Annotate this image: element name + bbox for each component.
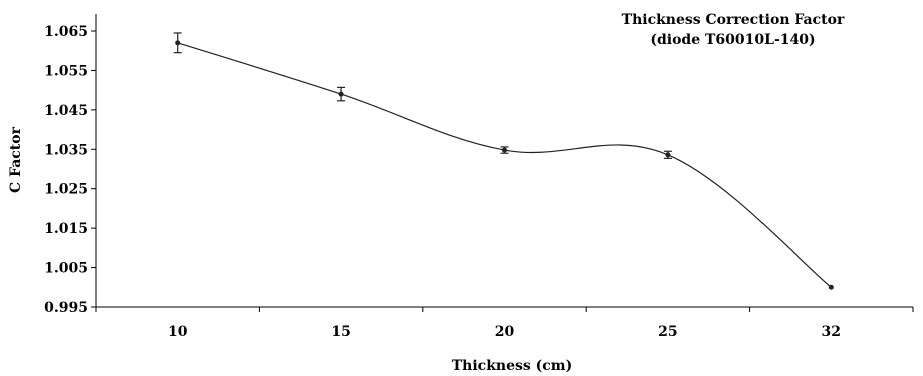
data-point: [502, 147, 507, 153]
data-point: [338, 91, 344, 97]
y-tick-label: 1.055: [44, 63, 88, 79]
data-point: [175, 40, 181, 46]
y-tick-label: 1.025: [44, 182, 88, 198]
series-line: [177, 42, 832, 288]
data-point: [828, 284, 834, 290]
y-tick-label: 1.045: [44, 103, 88, 119]
y-tick-label: 1.035: [44, 142, 88, 158]
x-tick-label: 25: [658, 324, 677, 340]
y-tick-label: 1.015: [44, 221, 88, 237]
x-tick-label: 20: [495, 324, 515, 340]
x-tick-label: 32: [822, 324, 841, 340]
y-axis-title: C Factor: [8, 126, 24, 193]
data-series: [173, 32, 834, 290]
y-tick-label: 1.065: [44, 24, 88, 40]
x-tick-label: 10: [168, 324, 188, 340]
x-axis-title: Thickness (cm): [452, 358, 572, 374]
data-point: [665, 152, 671, 158]
y-tick-label: 1.005: [44, 261, 88, 277]
x-axis-ticks: 10 15 20 25 32: [95, 307, 914, 340]
x-tick-label: 15: [331, 324, 350, 340]
chart-title: Thickness Correction Factor: [622, 12, 845, 28]
y-axis-ticks: 1.065 1.055 1.045 1.035 1.025 1.015 1.005 0.995: [44, 24, 96, 316]
chart-subtitle: (diode T60010L-140): [650, 32, 815, 48]
y-tick-label: 0.995: [44, 300, 88, 316]
